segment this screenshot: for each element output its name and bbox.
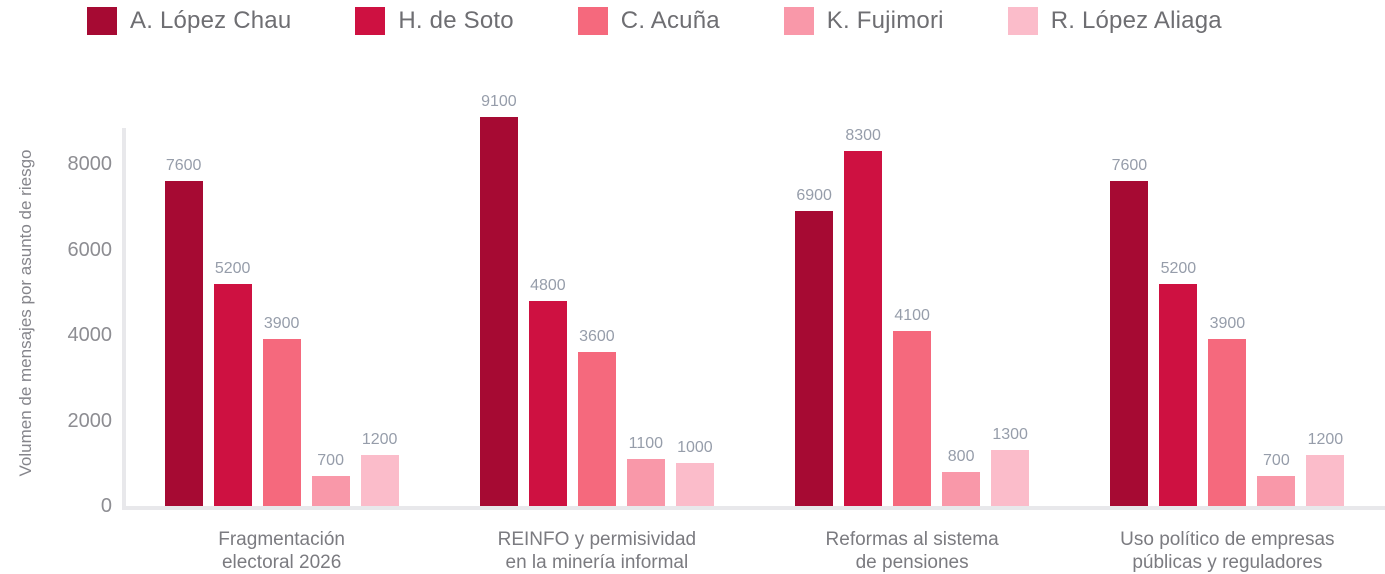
bar-a-lo-pez-chau-cat4	[1110, 181, 1149, 506]
bar-c-acun-a-cat1	[262, 339, 301, 506]
legend-label: K. Fujimori	[826, 7, 944, 34]
x-category-label-3: Reformas al sistema de pensiones	[757, 528, 1067, 574]
y-tick-label: 6000	[67, 238, 113, 261]
bar-k-fujimori-cat4	[1257, 476, 1296, 506]
bar-value-label: 3600	[579, 328, 615, 346]
bar-h-de-soto-cat1	[213, 283, 252, 506]
bar-value-label: 700	[1263, 452, 1290, 470]
y-axis-line	[122, 128, 126, 510]
bar-a-lo-pez-chau-cat2	[479, 116, 518, 506]
bar-value-label: 700	[317, 452, 344, 470]
legend-item-k-fujimori: K. Fujimori	[783, 7, 944, 35]
bar-c-acun-a-cat4	[1208, 339, 1247, 506]
legend-item-c-acun-a: C. Acuña	[577, 7, 720, 35]
y-tick-label: 8000	[67, 153, 113, 175]
bar-k-fujimori-cat1	[311, 476, 350, 506]
bar-value-label: 4100	[894, 306, 930, 324]
bar-value-label: 9100	[481, 92, 517, 110]
x-category-label-line: Reformas al sistema	[825, 529, 999, 550]
x-category-label-line: públicas y reguladores	[1132, 552, 1323, 573]
bar-c-acun-a-cat2	[577, 352, 616, 506]
bar-value-label: 5200	[214, 259, 251, 277]
bar-value-label: 6900	[796, 187, 832, 205]
bar-r-lo-pez-aliaga-cat2	[675, 463, 714, 506]
bar-h-de-soto-cat3	[844, 151, 883, 506]
legend-label: H. de Soto	[398, 7, 514, 34]
legend-swatch-icon	[87, 7, 117, 35]
bar-value-label: 7600	[165, 157, 202, 175]
x-axis-line	[122, 506, 1385, 510]
bar-h-de-soto-cat2	[528, 300, 567, 506]
legend-label: R. López Aliaga	[1050, 7, 1222, 34]
legend: A. López Chau H. de Soto C. Acuña K. Fujimo…	[0, 0, 1385, 42]
x-category-label-1: Fragmentación electoral 2026	[127, 528, 437, 574]
x-category-label-line: en la minería informal	[505, 552, 689, 573]
bar-value-label: 1200	[1307, 430, 1344, 448]
bar-r-lo-pez-aliaga-cat4	[1306, 454, 1345, 506]
x-category-label-line: Fragmentación	[218, 529, 345, 550]
bar-value-label: 1200	[361, 430, 398, 448]
legend-swatch-icon	[1007, 7, 1038, 35]
legend-swatch-icon	[577, 7, 608, 35]
legend-swatch-icon	[783, 7, 814, 35]
legend-swatch-icon	[355, 7, 386, 35]
bar-value-label: 1100	[628, 434, 664, 452]
bar-value-label: 7600	[1111, 157, 1148, 175]
bar-k-fujimori-cat2	[626, 458, 665, 506]
bar-r-lo-pez-aliaga-cat1	[360, 454, 399, 506]
x-category-label-line: electoral 2026	[221, 552, 342, 573]
bar-value-label: 1000	[677, 439, 713, 457]
legend-item-a-lo-pez-chau: A. López Chau	[87, 7, 291, 35]
x-category-label-line: Uso político de empresas	[1120, 529, 1335, 550]
bar-value-label: 8300	[845, 127, 881, 145]
bar-value-label: 4800	[530, 276, 566, 294]
legend-label: A. López Chau	[130, 7, 292, 34]
y-tick-label: 2000	[67, 409, 113, 432]
bar-c-acun-a-cat3	[893, 330, 932, 506]
bar-k-fujimori-cat3	[942, 471, 981, 506]
bar-value-label: 5200	[1160, 259, 1197, 277]
bar-value-label: 1300	[992, 426, 1028, 444]
x-category-label-4: Uso político de empresas públicas y regul…	[1072, 528, 1382, 574]
y-tick-label: 4000	[67, 324, 113, 346]
x-category-label-line: REINFO y permisividad	[497, 529, 697, 550]
x-category-label-line: de pensiones	[855, 552, 969, 573]
legend-item-h-de-soto: H. de Soto	[355, 7, 514, 35]
y-tick-label: 0	[100, 495, 112, 517]
bar-r-lo-pez-aliaga-cat3	[991, 450, 1030, 506]
bar-a-lo-pez-chau-cat3	[795, 211, 834, 506]
bar-value-label: 3900	[263, 315, 300, 333]
legend-item-r-lo-pez-aliaga: R. López Aliaga	[1007, 7, 1222, 35]
legend-label: C. Acuña	[620, 7, 720, 34]
bar-a-lo-pez-chau-cat1	[164, 181, 203, 506]
bar-value-label: 3900	[1209, 315, 1246, 333]
x-category-label-2: REINFO y permisividad en la minería infor…	[442, 528, 752, 574]
bar-h-de-soto-cat4	[1159, 283, 1198, 506]
bar-value-label: 800	[947, 447, 975, 465]
